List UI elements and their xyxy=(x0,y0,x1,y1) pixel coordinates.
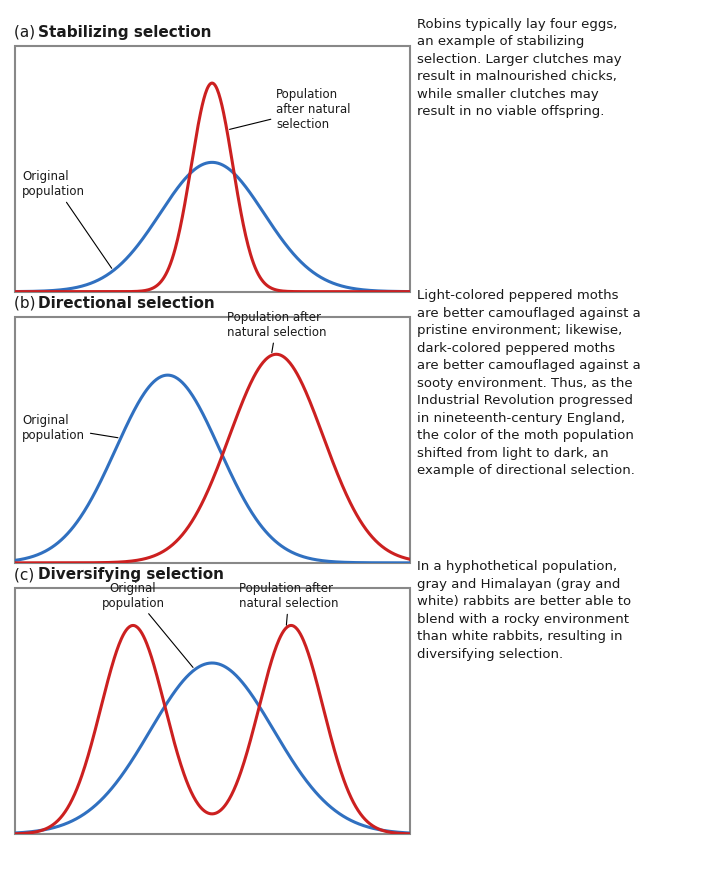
Text: Stabilizing selection: Stabilizing selection xyxy=(38,25,212,39)
Text: Original
population: Original population xyxy=(102,581,193,668)
Text: Population
after natural
selection: Population after natural selection xyxy=(230,89,351,131)
FancyBboxPatch shape xyxy=(14,588,410,834)
FancyBboxPatch shape xyxy=(14,46,410,292)
Text: Original
population: Original population xyxy=(22,170,112,269)
Text: Original
population: Original population xyxy=(22,414,118,442)
Text: Population after
natural selection: Population after natural selection xyxy=(239,581,339,626)
Text: In a hyphothetical population,
gray and Himalayan (gray and
white) rabbits are b: In a hyphothetical population, gray and … xyxy=(417,560,631,660)
Text: (a): (a) xyxy=(14,25,41,39)
Text: (c): (c) xyxy=(14,567,40,581)
Text: Light-colored peppered moths
are better camouflaged against a
pristine environme: Light-colored peppered moths are better … xyxy=(417,289,641,477)
Text: Population after
natural selection: Population after natural selection xyxy=(227,310,326,353)
FancyBboxPatch shape xyxy=(14,317,410,563)
Text: Directional selection: Directional selection xyxy=(38,296,215,310)
Text: (b): (b) xyxy=(14,296,41,310)
Text: Diversifying selection: Diversifying selection xyxy=(38,567,224,581)
Text: Robins typically lay four eggs,
an example of stabilizing
selection. Larger clut: Robins typically lay four eggs, an examp… xyxy=(417,18,621,118)
